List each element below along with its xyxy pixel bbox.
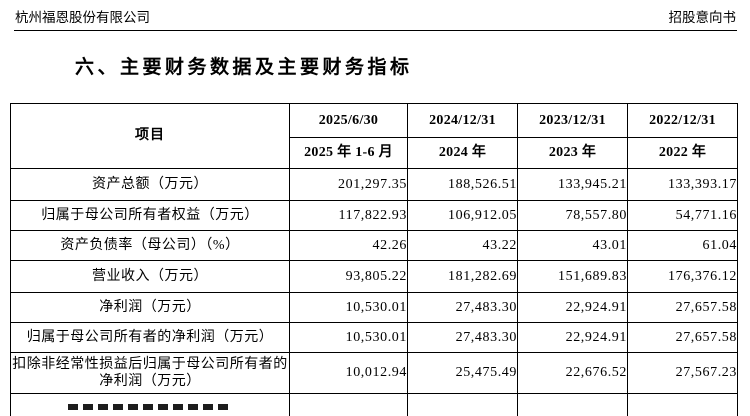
col-header-date-2025: 2025/6/30: [289, 103, 408, 138]
row-label: 资产负债率（母公司）（%）: [10, 230, 290, 261]
table-row-parent-net-profit: 归属于母公司所有者的净利润（万元） 10,530.01 27,483.30 22…: [10, 322, 738, 353]
table-row-net-profit: 净利润（万元） 10,530.01 27,483.30 22,924.91 27…: [10, 292, 738, 323]
value-cell: 61.04: [627, 230, 738, 261]
value-cell: 78,557.80: [517, 200, 628, 231]
table-header-row-periods: 2025 年 1-6 月 2024 年 2023 年 2022 年: [11, 137, 738, 169]
value-cell: 133,945.21: [517, 168, 628, 201]
value-cell: 43.01: [517, 230, 628, 261]
table-row-revenue: 营业收入（万元） 93,805.22 181,282.69 151,689.83…: [10, 260, 738, 293]
value-cell: 27,657.58: [627, 292, 738, 323]
clipped-next-row: [10, 393, 738, 416]
value-cell: 10,012.94: [289, 352, 408, 394]
value-cell: 22,924.91: [517, 322, 628, 353]
col-header-period-2024: 2024 年: [407, 137, 518, 169]
value-cell: 54,771.16: [627, 200, 738, 231]
row-label: 扣除非经常性损益后归属于母公司所有者的净利润（万元）: [10, 352, 290, 394]
row-label: 归属于母公司所有者的净利润（万元）: [10, 322, 290, 353]
value-cell: 27,657.58: [627, 322, 738, 353]
row-label: 营业收入（万元）: [10, 260, 290, 293]
value-cell: 43.22: [407, 230, 518, 261]
col-header-date-2024: 2024/12/31: [407, 103, 518, 138]
header-divider: [14, 30, 737, 31]
value-cell: 42.26: [289, 230, 408, 261]
value-cell: 201,297.35: [289, 168, 408, 201]
table-row-deducted-net-profit: 扣除非经常性损益后归属于母公司所有者的净利润（万元） 10,012.94 25,…: [10, 352, 738, 394]
col-header-period-2025: 2025 年 1-6 月: [289, 137, 408, 169]
value-cell: 10,530.01: [289, 322, 408, 353]
value-cell: 117,822.93: [289, 200, 408, 231]
value-cell: 22,676.52: [517, 352, 628, 394]
value-cell: 181,282.69: [407, 260, 518, 293]
row-label: 归属于母公司所有者权益（万元）: [10, 200, 290, 231]
financial-data-table: 项目 2025/6/30 2024/12/31 2023/12/31 2022/…: [10, 103, 738, 416]
value-cell: 106,912.05: [407, 200, 518, 231]
row-label: 净利润（万元）: [10, 292, 290, 323]
table-row-parent-equity: 归属于母公司所有者权益（万元） 117,822.93 106,912.05 78…: [10, 200, 738, 231]
value-cell: 93,805.22: [289, 260, 408, 293]
clipped-row-label-fragment: [10, 393, 290, 416]
clipped-text-glyph-tips: [67, 403, 233, 410]
value-cell: 176,376.12: [627, 260, 738, 293]
table-row-debt-ratio: 资产负债率（母公司）（%） 42.26 43.22 43.01 61.04: [10, 230, 738, 261]
item-column-header: 项目: [10, 103, 290, 169]
row-label: 资产总额（万元）: [10, 168, 290, 201]
company-name: 杭州福恩股份有限公司: [15, 10, 150, 25]
table-row-total-assets: 资产总额（万元） 201,297.35 188,526.51 133,945.2…: [10, 168, 738, 201]
value-cell: 27,483.30: [407, 292, 518, 323]
col-header-date-2022: 2022/12/31: [627, 103, 738, 138]
section-title: 六、主要财务数据及主要财务指标: [75, 57, 413, 78]
doc-type-label: 招股意向书: [668, 10, 737, 25]
value-cell: 27,567.23: [627, 352, 738, 394]
value-cell: 27,483.30: [407, 322, 518, 353]
table-header-row-dates: 项目 2025/6/30 2024/12/31 2023/12/31 2022/…: [10, 103, 738, 169]
value-cell: 151,689.83: [517, 260, 628, 293]
value-cell: 22,924.91: [517, 292, 628, 323]
col-header-period-2023: 2023 年: [517, 137, 628, 169]
col-header-period-2022: 2022 年: [627, 137, 738, 169]
value-cell: 25,475.49: [407, 352, 518, 394]
page-header: 杭州福恩股份有限公司 招股意向书: [15, 9, 736, 27]
col-header-date-2023: 2023/12/31: [517, 103, 628, 138]
value-cell: 10,530.01: [289, 292, 408, 323]
value-cell: 188,526.51: [407, 168, 518, 201]
value-cell: 133,393.17: [627, 168, 738, 201]
